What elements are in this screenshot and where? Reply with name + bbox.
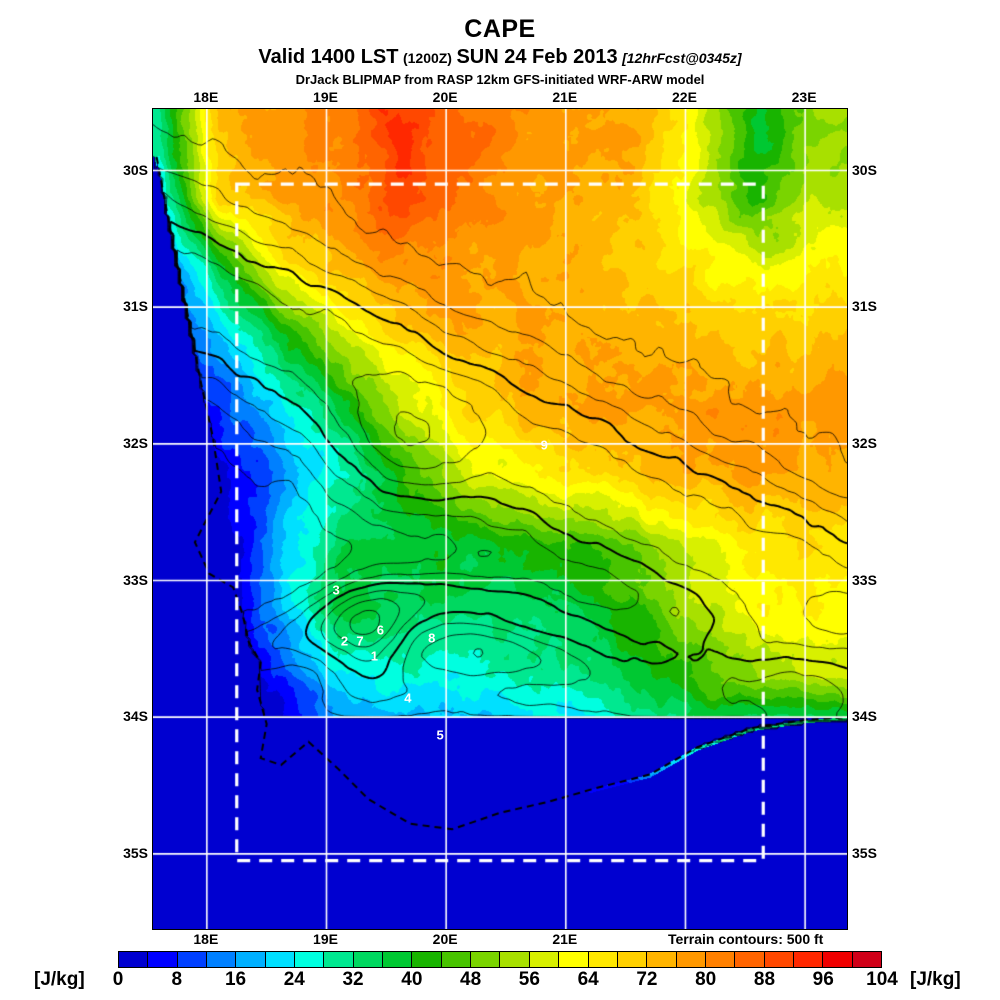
lat-tick-right-33S: 33S xyxy=(852,571,877,588)
cape-heatmap-canvas[interactable] xyxy=(153,109,847,929)
colorbar-tick-104: 104 xyxy=(866,969,898,990)
colorbar-swatch-20 xyxy=(705,952,736,967)
colorbar-swatch-19 xyxy=(676,952,706,967)
lat-tick-left-31S: 31S xyxy=(123,298,148,315)
colorbar-swatch-14 xyxy=(529,952,560,967)
valid-local-time: Valid 1400 LST xyxy=(258,46,399,69)
terrain-contour-note: Terrain contours: 500 ft xyxy=(668,931,824,947)
colorbar-tick-32: 32 xyxy=(342,969,364,990)
colorbar-swatch-22 xyxy=(764,952,794,967)
colorbar-tick-88: 88 xyxy=(753,969,776,990)
lon-tick-bottom-21E: 21E xyxy=(552,931,578,947)
colorbar-tick-labels: 0 8 16 24 32 40 48 56 64 72 80 88 96 104 xyxy=(113,969,898,995)
unit-label-right: [J/kg] xyxy=(910,969,961,990)
colorbar-swatch-2 xyxy=(177,952,208,967)
colorbar-tick-24: 24 xyxy=(283,969,305,990)
colorbar-swatch-7 xyxy=(324,952,354,967)
model-source-line: DrJack BLIPMAP from RASP 12km GFS-initia… xyxy=(295,72,705,88)
colorbar-swatch-1 xyxy=(148,952,178,967)
colorbar-tick-16: 16 xyxy=(224,969,247,990)
colorbar-swatch-11 xyxy=(441,952,472,967)
colorbar-swatch-18 xyxy=(647,952,677,967)
colorbar-swatch-9 xyxy=(383,952,413,967)
colorbar-swatch-21 xyxy=(735,952,765,967)
lon-tick-bottom-19E: 19E xyxy=(313,931,338,947)
colorbar-tick-40: 40 xyxy=(401,969,423,990)
colorbar-swatch-4 xyxy=(236,952,266,967)
lat-tick-right-35S: 35S xyxy=(852,844,877,861)
colorbar-swatch-6 xyxy=(295,952,325,967)
colorbar-tick-80: 80 xyxy=(695,969,717,990)
lon-tick-top-20E: 20E xyxy=(432,89,458,105)
lat-tick-right-30S: 30S xyxy=(852,161,877,178)
title-block: CAPE Valid 1400 LST (1200Z) SUN 24 Feb 2… xyxy=(0,15,1000,88)
valid-time-line: Valid 1400 LST (1200Z) SUN 24 Feb 2013 [… xyxy=(0,46,1000,69)
colorbar-swatch-8 xyxy=(353,952,384,967)
colorbar-tick-72: 72 xyxy=(636,969,658,990)
lat-tick-left-33S: 33S xyxy=(123,571,148,588)
lon-tick-top-19E: 19E xyxy=(313,89,338,105)
page-title: CAPE xyxy=(464,15,536,43)
colorbar-swatch-23 xyxy=(793,952,824,967)
lat-tick-left-34S: 34S xyxy=(123,708,148,725)
lat-tick-right-34S: 34S xyxy=(852,708,877,725)
valid-date: SUN 24 Feb 2013 xyxy=(456,46,618,69)
lon-tick-top-21E: 21E xyxy=(552,89,578,105)
colorbar-swatch-3 xyxy=(207,952,237,967)
lon-tick-bottom-20E: 20E xyxy=(432,931,458,947)
valid-utc-time: (1200Z) xyxy=(402,50,452,67)
colorbar-swatch-25 xyxy=(852,952,881,967)
colorbar-swatch-15 xyxy=(559,952,589,967)
lon-tick-top-22E: 22E xyxy=(671,89,697,105)
colorbar-tick-0: 0 xyxy=(112,969,124,990)
colorbar-tick-64: 64 xyxy=(577,969,599,990)
lon-tick-top-23E: 23E xyxy=(791,89,817,105)
colorbar-tick-56: 56 xyxy=(518,969,540,990)
lat-tick-right-31S: 31S xyxy=(852,298,877,315)
lon-tick-bottom-18E: 18E xyxy=(193,931,219,947)
colorbar-swatch-5 xyxy=(265,952,296,967)
colorbar-swatch-17 xyxy=(617,952,648,967)
lat-tick-left-30S: 30S xyxy=(123,161,148,178)
colorbar-swatch-13 xyxy=(500,952,530,967)
lon-tick-top-18E: 18E xyxy=(193,89,219,105)
colorbar-swatch-0 xyxy=(119,952,149,967)
colorbar-tick-48: 48 xyxy=(460,969,482,990)
forecast-tag: [12hrFcst@0345z] xyxy=(622,50,742,67)
colorbar-tick-8: 8 xyxy=(171,969,183,990)
colorbar-tick-96: 96 xyxy=(812,969,834,990)
colorbar-swatch-12 xyxy=(471,952,501,967)
colorbar-swatch-24 xyxy=(823,952,853,967)
lat-tick-left-32S: 32S xyxy=(123,434,148,451)
unit-label-left: [J/kg] xyxy=(34,969,85,990)
colorbar-swatch-10 xyxy=(412,952,442,967)
lat-tick-left-35S: 35S xyxy=(123,844,148,861)
lat-tick-right-32S: 32S xyxy=(852,434,877,451)
colorbar-swatch-16 xyxy=(588,952,618,967)
colorbar[interactable] xyxy=(118,951,882,968)
